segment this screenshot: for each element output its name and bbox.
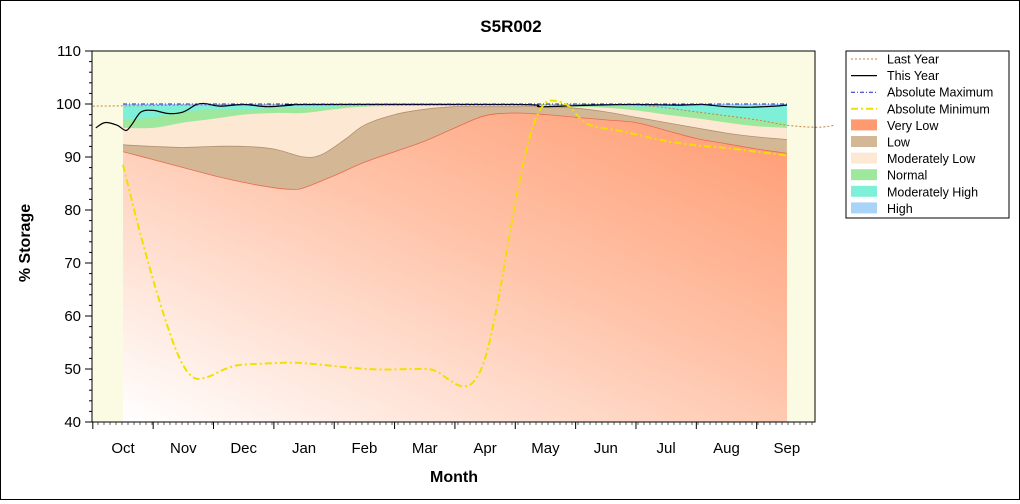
y-tick-label: 70 — [64, 255, 81, 272]
x-tick-label-feb: Feb — [351, 440, 377, 457]
x-tick-label-dec: Dec — [230, 440, 257, 457]
x-tick-label-jul: Jul — [657, 440, 676, 457]
x-tick-label-sep: Sep — [773, 440, 800, 457]
legend-label-last-year: Last Year — [887, 53, 939, 67]
legend-swatch-moderately-high — [851, 185, 877, 197]
x-tick-label-may: May — [531, 440, 560, 457]
x-tick-label-jan: Jan — [292, 440, 316, 457]
y-axis: 40 50 60 70 80 90 100 110 — [56, 43, 92, 431]
storage-bands — [122, 104, 787, 423]
legend-label-moderately-high: Moderately High — [887, 185, 978, 199]
y-tick-label: 90 — [64, 149, 81, 166]
legend-swatch-very-low — [851, 119, 877, 131]
series-lines — [92, 99, 836, 388]
legend-swatch-high — [851, 202, 877, 214]
x-axis-title: Month — [430, 469, 478, 486]
legend-label-absolute-minimum: Absolute Minimum — [887, 102, 990, 116]
line-absolute-minimum — [122, 99, 788, 388]
x-tick-label-mar: Mar — [412, 440, 438, 457]
y-tick-label: 60 — [64, 308, 81, 325]
y-tick-label: 80 — [64, 202, 81, 219]
legend-label-absolute-maximum: Absolute Maximum — [887, 86, 993, 100]
plot-area-border — [91, 50, 816, 423]
legend-label-very-low: Very Low — [887, 119, 939, 133]
x-tick-label-apr: Apr — [473, 440, 496, 457]
y-tick-label: 110 — [57, 43, 81, 60]
x-axis: Oct Nov Dec Jan Feb Mar Apr May Jun Jul Aug Sep — [92, 422, 813, 457]
legend-label-low: Low — [887, 136, 911, 150]
legend-swatch-normal — [851, 169, 877, 181]
legend-swatch-moderately-low — [851, 152, 877, 164]
legend-label-normal: Normal — [887, 169, 927, 183]
y-tick-label: 100 — [56, 96, 81, 113]
legend-swatch-low — [851, 136, 877, 147]
legend-label-moderately-low: Moderately Low — [887, 152, 976, 166]
band-edge-low — [122, 106, 787, 158]
band-very-low — [123, 112, 787, 423]
chart-title: S5R002 — [480, 17, 541, 36]
x-tick-label-oct: Oct — [111, 440, 135, 457]
x-tick-label-jun: Jun — [594, 440, 618, 457]
band-edge-very-low — [122, 112, 787, 190]
y-tick-label: 50 — [64, 361, 81, 378]
x-tick-label-aug: Aug — [713, 440, 740, 457]
line-this-year — [95, 102, 787, 132]
legend: Last Year This Year Absolute Maximum Absolu… — [845, 50, 1010, 219]
y-tick-label: 40 — [64, 414, 81, 431]
legend-label-high: High — [887, 202, 913, 216]
legend-label-this-year: This Year — [887, 69, 939, 83]
x-tick-label-nov: Nov — [170, 440, 197, 457]
y-axis-title: % Storage — [17, 204, 34, 282]
